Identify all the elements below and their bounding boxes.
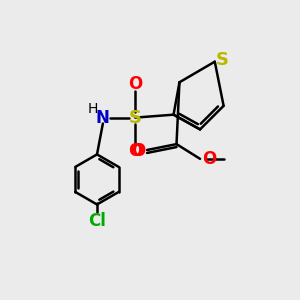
Text: Cl: Cl (88, 212, 106, 230)
Text: H: H (87, 102, 98, 116)
Text: N: N (96, 109, 110, 127)
Text: O: O (131, 142, 145, 160)
Text: O: O (128, 142, 142, 160)
Text: S: S (216, 51, 229, 69)
Text: O: O (128, 75, 142, 93)
Text: S: S (129, 109, 142, 127)
Text: O: O (202, 150, 216, 168)
